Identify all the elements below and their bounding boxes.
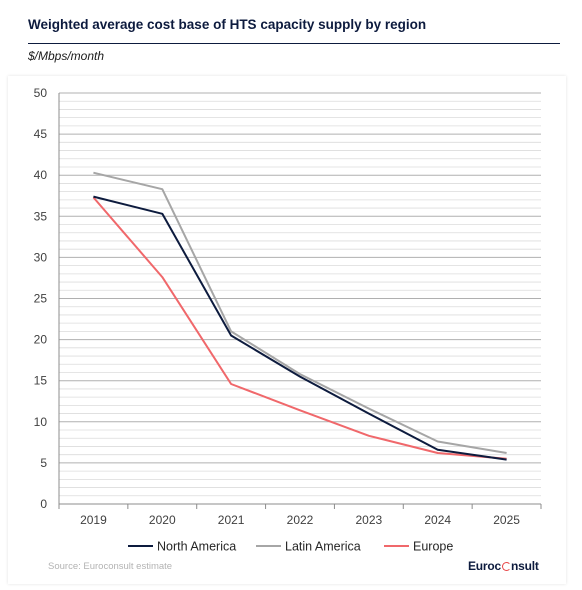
legend-label: Europe: [413, 540, 453, 554]
chart-panel: [8, 76, 566, 584]
series-line-north-america: [93, 195, 507, 461]
x-tick-label: 2025: [493, 513, 520, 527]
y-tick-label: 0: [40, 497, 47, 511]
x-tick-label: 2021: [218, 513, 245, 527]
y-tick-label: 15: [34, 374, 48, 388]
unit-label: $/Mbps/month: [28, 49, 105, 63]
title-divider: [28, 43, 560, 44]
x-tick-label: 2023: [356, 513, 383, 527]
source-note: Source: Euroconsult estimate: [48, 561, 173, 572]
euroconsult-logo: Euroc nsult: [468, 559, 539, 573]
logo-ring-icon: [501, 562, 511, 571]
x-tick-label: 2022: [287, 513, 314, 527]
series-line-europe: [92, 196, 507, 460]
grid-lines: [59, 92, 541, 505]
y-tick-label: 5: [40, 456, 47, 470]
x-tick-label: 2019: [80, 513, 107, 527]
y-tick-label: 20: [34, 333, 48, 347]
legend-label: North America: [157, 540, 236, 554]
y-tick-label: 45: [34, 127, 48, 141]
y-tick-label: 30: [34, 250, 48, 264]
series-lines: [92, 171, 507, 461]
y-tick-label: 50: [34, 86, 48, 100]
legend: North America Latin America Europe: [128, 540, 453, 554]
y-tick-label: 25: [34, 292, 48, 306]
chart-title: Weighted average cost base of HTS capaci…: [28, 17, 427, 32]
x-tick-label: 2020: [149, 513, 176, 527]
series-line-latin-america: [93, 171, 507, 454]
y-tick-label: 40: [34, 168, 48, 182]
legend-label: Latin America: [285, 540, 361, 554]
x-tick-label: 2024: [424, 513, 451, 527]
y-tick-label: 10: [34, 415, 48, 429]
y-tick-label: 35: [34, 209, 48, 223]
